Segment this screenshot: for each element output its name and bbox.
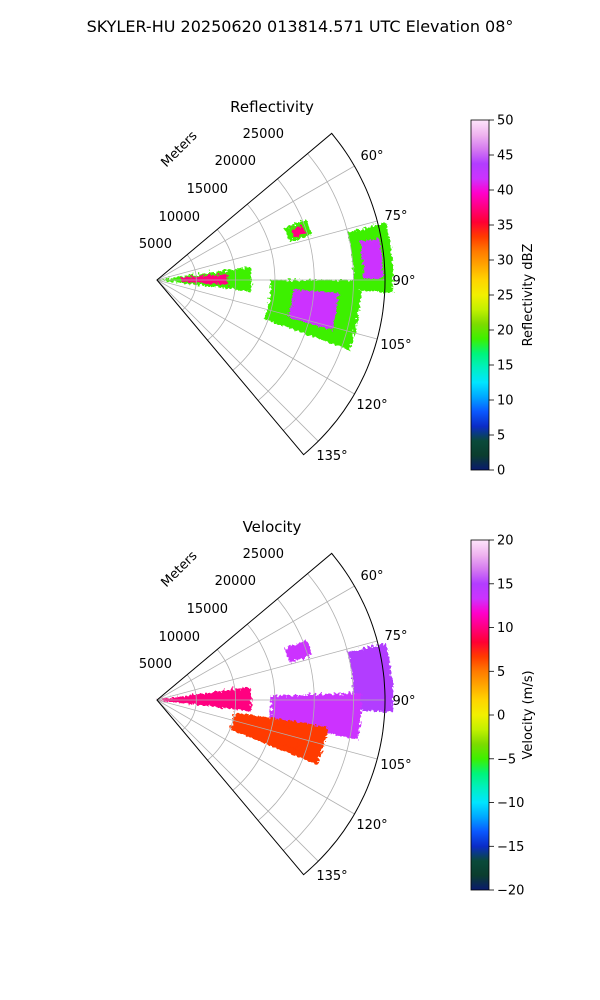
colorbar-tick-label: 40 <box>497 184 514 199</box>
r-tick-label: 10000 <box>159 630 200 645</box>
reflectivity-panel: Reflectivity 5000 10000 15000 20000 2500… <box>139 98 536 479</box>
sector-outline <box>156 552 386 876</box>
theta-tick-label: 60° <box>360 149 383 164</box>
r-tick-label: 15000 <box>187 602 228 617</box>
theta-tick-label: 90° <box>392 274 415 289</box>
theta-tick-label: 105° <box>380 758 411 773</box>
range-ring <box>232 203 276 371</box>
velocity-polar-grid <box>156 552 386 876</box>
echo-core <box>180 273 228 285</box>
r-tick-label: 25000 <box>243 547 284 562</box>
colorbar-tick-label: 10 <box>497 394 514 409</box>
colorbar-tick-label: 50 <box>497 114 514 129</box>
r-tick-label: 5000 <box>139 237 172 252</box>
colorbar-tick-label: 0 <box>497 709 505 724</box>
echo-core <box>253 720 304 750</box>
reflectivity-polar-grid <box>156 132 386 456</box>
range-ring <box>257 178 315 401</box>
colorbar-ticks: −20 −15 −10 −5 0 5 10 15 20 <box>489 534 524 899</box>
azimuth-spoke <box>156 279 319 442</box>
colorbar-tick-label: 5 <box>497 429 505 444</box>
echo-core <box>359 658 383 699</box>
theta-tick-label: 90° <box>392 694 415 709</box>
azimuth-spoke <box>156 640 378 701</box>
velocity-colorbar: −20 −15 −10 −5 0 5 10 15 20 Velocity (m/s) <box>470 534 536 899</box>
colorbar-label: Velocity (m/s) <box>521 670 536 759</box>
velocity-range-label: Meters <box>159 548 201 590</box>
r-tick-label: 20000 <box>215 154 256 169</box>
r-tick-label: 25000 <box>243 127 284 142</box>
azimuth-spoke <box>156 279 378 340</box>
colorbar-tick-label: 20 <box>497 534 514 549</box>
theta-tick-label: 60° <box>360 569 383 584</box>
theta-tick-label: 135° <box>316 449 347 464</box>
sector-outline <box>156 132 386 456</box>
range-ring <box>257 598 315 821</box>
colorbar-tick-label: 25 <box>497 289 514 304</box>
colorbar-tick-label: −5 <box>497 752 516 767</box>
range-ring <box>283 153 354 431</box>
theta-tick-label: 105° <box>380 338 411 353</box>
reflectivity-azimuth-ticks: 60° 75° 90° 105° 120° 135° <box>316 149 415 464</box>
reflectivity-range-ticks: 5000 10000 15000 20000 25000 <box>139 127 284 252</box>
range-ring <box>232 623 276 791</box>
theta-tick-label: 135° <box>316 869 347 884</box>
velocity-echo-layer <box>157 639 393 765</box>
echo-core <box>288 289 339 331</box>
echo-core <box>291 224 306 238</box>
colorbar-ticks: 0 5 10 15 20 25 30 35 40 45 50 <box>489 114 514 479</box>
range-ring <box>182 674 197 731</box>
range-ring <box>207 649 236 761</box>
velocity-range-ticks: 5000 10000 15000 20000 25000 <box>139 547 284 672</box>
theta-tick-label: 75° <box>384 629 407 644</box>
echo-core <box>292 701 339 727</box>
colorbar-tick-label: 5 <box>497 665 505 680</box>
r-tick-label: 5000 <box>139 657 172 672</box>
colorbar-tick-label: 45 <box>497 149 514 164</box>
colorbar-gradient <box>470 539 490 891</box>
azimuth-spoke <box>156 585 355 701</box>
echo-core <box>291 644 306 658</box>
colorbar-tick-label: 0 <box>497 464 505 479</box>
azimuth-spoke <box>156 699 319 862</box>
reflectivity-title: Reflectivity <box>230 98 314 116</box>
theta-tick-label: 120° <box>356 818 387 833</box>
azimuth-spoke <box>156 699 378 760</box>
colorbar-tick-label: 15 <box>497 577 514 592</box>
r-tick-label: 15000 <box>187 182 228 197</box>
velocity-title: Velocity <box>243 518 302 536</box>
r-tick-label: 20000 <box>215 574 256 589</box>
colorbar-tick-label: −15 <box>497 840 524 855</box>
colorbar-gradient <box>470 119 490 471</box>
reflectivity-range-label: Meters <box>159 128 201 170</box>
velocity-azimuth-ticks: 60° 75° 90° 105° 120° 135° <box>316 569 415 884</box>
azimuth-spoke <box>156 699 355 815</box>
azimuth-spoke <box>156 165 355 281</box>
echo-core <box>180 693 228 705</box>
reflectivity-colorbar: 0 5 10 15 20 25 30 35 40 45 50 Reflectivity dBZ <box>470 114 536 479</box>
colorbar-tick-label: −10 <box>497 796 524 811</box>
colorbar-tick-label: 15 <box>497 359 514 374</box>
velocity-panel: Velocity 5000 10000 15000 20000 25000 Me… <box>139 518 536 899</box>
colorbar-tick-label: 20 <box>497 324 514 339</box>
colorbar-tick-label: 10 <box>497 621 514 636</box>
range-ring <box>207 229 236 341</box>
colorbar-tick-label: 35 <box>497 219 514 234</box>
colorbar-tick-label: 30 <box>497 254 514 269</box>
range-ring <box>182 254 197 311</box>
theta-tick-label: 75° <box>384 209 407 224</box>
r-tick-label: 10000 <box>159 210 200 225</box>
echo-core <box>359 238 383 279</box>
colorbar-tick-label: −20 <box>497 884 524 899</box>
figure-suptitle: SKYLER-HU 20250620 013814.571 UTC Elevat… <box>87 17 514 36</box>
theta-tick-label: 120° <box>356 398 387 413</box>
azimuth-spoke <box>156 279 355 395</box>
range-ring <box>283 573 354 851</box>
colorbar-label: Reflectivity dBZ <box>521 244 536 347</box>
azimuth-spoke <box>156 220 378 281</box>
